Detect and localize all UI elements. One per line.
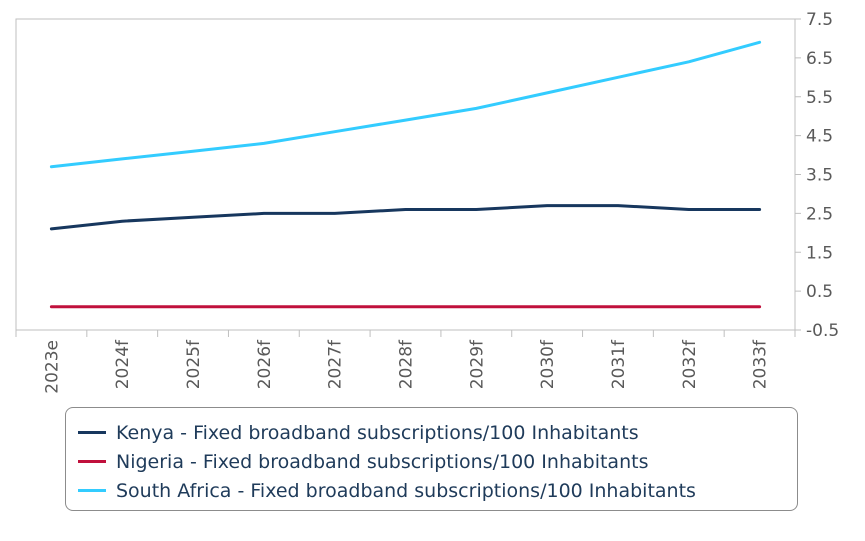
x-tick-label: 2024f (113, 339, 133, 389)
y-tick-label: 0.5 (806, 282, 833, 302)
x-tick-label: 2031f (609, 339, 629, 389)
y-tick-label: 4.5 (806, 127, 833, 147)
y-tick-label: 3.5 (806, 166, 833, 186)
x-axis: 2023e 2024f 2025f 2026f 2027f 2028f 2029f 2030f… (15, 330, 796, 394)
y-tick-label: -0.5 (806, 321, 839, 341)
x-tick-label: 2025f (184, 339, 204, 389)
x-tick-label: 2027f (326, 339, 346, 389)
legend-label-nigeria: Nigeria - Fixed broadband subscriptions/… (116, 450, 649, 473)
x-tick-label: 2030f (538, 339, 558, 389)
series-lines (49, 40, 762, 309)
legend-label-kenya: Kenya - Fixed broadband subscriptions/10… (116, 421, 639, 444)
x-tick-label: 2033f (751, 339, 771, 389)
legend-item-nigeria: Nigeria - Fixed broadband subscriptions/… (78, 447, 797, 476)
y-axis: 7.5 6.5 5.5 4.5 3.5 2.5 1.5 0.5 -0.5 (795, 10, 839, 341)
y-tick-label: 7.5 (806, 10, 833, 30)
x-tick-label: 2032f (680, 339, 700, 389)
y-tick-label: 6.5 (806, 49, 833, 69)
legend-item-south-africa: South Africa - Fixed broadband subscript… (78, 476, 797, 505)
legend: Kenya - Fixed broadband subscriptions/10… (65, 407, 798, 511)
x-tick-label: 2026f (255, 339, 275, 389)
series-line-south-africa (49, 40, 762, 169)
x-tick-label: 2028f (397, 339, 417, 389)
legend-swatch-nigeria (78, 460, 106, 463)
legend-item-kenya: Kenya - Fixed broadband subscriptions/10… (78, 418, 797, 447)
y-tick-label: 1.5 (806, 243, 833, 263)
y-tick-label: 2.5 (806, 204, 833, 224)
series-line-kenya (49, 204, 762, 231)
x-tick-label: 2029f (467, 339, 487, 389)
legend-swatch-south-africa (78, 489, 106, 492)
legend-label-south-africa: South Africa - Fixed broadband subscript… (116, 479, 696, 502)
x-tick-label: 2023e (42, 340, 62, 394)
y-tick-label: 5.5 (806, 88, 833, 108)
legend-swatch-kenya (78, 431, 106, 434)
